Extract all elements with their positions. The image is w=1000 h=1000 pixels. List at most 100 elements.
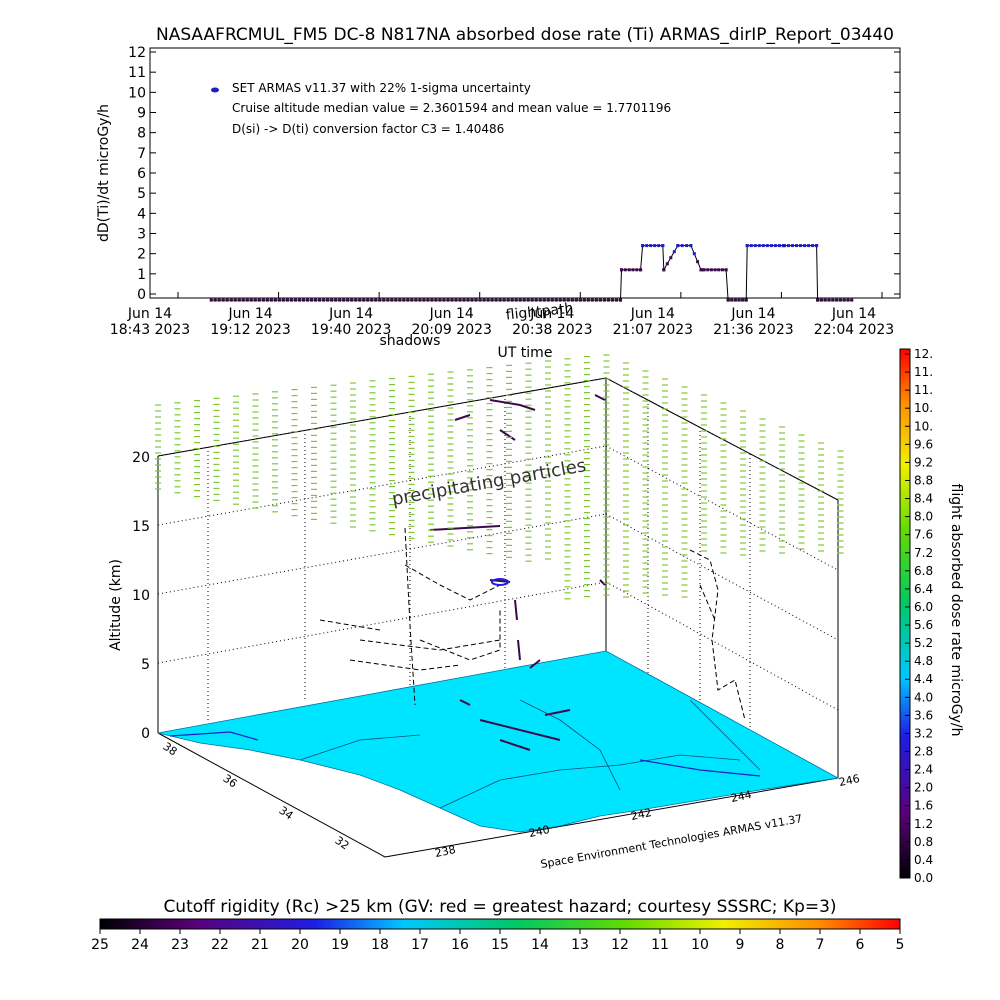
series-point bbox=[709, 268, 713, 272]
y-tick-label: 4 bbox=[137, 206, 146, 222]
y-tick-label: 9 bbox=[137, 106, 146, 122]
series-point bbox=[478, 298, 482, 302]
legend-median-mean: Cruise altitude median value = 2.3601594… bbox=[232, 101, 671, 115]
dose-colorbar-tick-label: 9.2 bbox=[914, 455, 933, 469]
dose-colorbar-tick-label: 12. bbox=[914, 347, 933, 361]
series-point bbox=[815, 244, 819, 248]
rigidity-colorbar-tick-label: 7 bbox=[816, 937, 825, 953]
series-point bbox=[289, 298, 293, 302]
x-tick-label-time: 20:38 2023 bbox=[512, 322, 592, 338]
series-point bbox=[680, 244, 684, 248]
x-tick-label-date: Jun 14 bbox=[429, 306, 474, 322]
series-point bbox=[662, 268, 666, 272]
series-point bbox=[346, 298, 350, 302]
y-tick-label: 7 bbox=[137, 146, 146, 162]
series-point bbox=[502, 298, 506, 302]
series-point bbox=[598, 298, 602, 302]
series-point bbox=[249, 298, 253, 302]
series-point bbox=[446, 298, 450, 302]
series-point bbox=[782, 244, 786, 248]
series-point bbox=[623, 268, 627, 272]
y-tick-label: 2 bbox=[137, 247, 146, 263]
dose-colorbar-tick-label: 5.6 bbox=[914, 618, 933, 632]
series-point bbox=[558, 298, 562, 302]
dose-colorbar-tick-label: 2.4 bbox=[914, 763, 933, 777]
rigidity-colorbar-tick-label: 5 bbox=[896, 937, 905, 953]
series-point bbox=[318, 298, 321, 302]
y-tick-label: 10 bbox=[128, 85, 146, 101]
series-point bbox=[816, 298, 820, 302]
dose-colorbar-tick-label: 11. bbox=[914, 383, 933, 397]
rigidity-colorbar-tick-label: 8 bbox=[776, 937, 785, 953]
x-tick-label-time: 19:12 2023 bbox=[210, 322, 290, 338]
series-point bbox=[474, 298, 478, 302]
perspective-box bbox=[157, 377, 839, 858]
longitude-tick-label: 244 bbox=[730, 788, 753, 805]
series-point bbox=[225, 298, 229, 302]
y-tick-label: 11 bbox=[128, 65, 146, 81]
series-point bbox=[649, 244, 653, 248]
dose-colorbar-tick-label: 10. bbox=[914, 419, 933, 433]
series-point bbox=[787, 244, 790, 248]
series-point bbox=[838, 298, 842, 302]
series-point bbox=[603, 298, 606, 302]
series-point bbox=[720, 268, 724, 272]
series-point bbox=[410, 298, 414, 302]
legend: SET ARMAS v11.37 with 22% 1-sigma uncert… bbox=[211, 81, 671, 136]
series-point bbox=[498, 298, 502, 302]
series-point bbox=[615, 298, 618, 302]
rigidity-colorbar-tick-label: 21 bbox=[251, 937, 269, 953]
latitude-tick-label: 36 bbox=[221, 772, 240, 791]
series-point bbox=[669, 256, 673, 260]
series-point bbox=[665, 262, 669, 266]
rigidity-colorbar-tick-label: 10 bbox=[691, 937, 709, 953]
series-point bbox=[761, 244, 765, 248]
series-point bbox=[394, 298, 398, 302]
series-point bbox=[510, 298, 514, 302]
series-point bbox=[273, 298, 277, 302]
series-point bbox=[586, 298, 590, 302]
dose-colorbar-tick-label: 2.8 bbox=[914, 745, 933, 759]
series-point bbox=[641, 244, 645, 248]
series-point bbox=[672, 250, 676, 254]
dose-colorbar-tick-label: 0.4 bbox=[914, 853, 933, 867]
series-point bbox=[619, 298, 622, 302]
x-tick-label-date: Jun 14 bbox=[328, 306, 373, 322]
series-point bbox=[506, 298, 510, 302]
y-tick-label: 3 bbox=[137, 227, 146, 243]
y-tick-label: 1 bbox=[137, 267, 146, 283]
rigidity-colorbar-tick-label: 23 bbox=[171, 937, 189, 953]
series-point bbox=[514, 298, 518, 302]
series-point bbox=[418, 298, 422, 302]
series-point bbox=[285, 298, 289, 302]
legend-conversion: D(si) -> D(ti) conversion factor C3 = 1.… bbox=[232, 122, 504, 136]
series-point bbox=[702, 268, 706, 272]
x-tick-label-date: Jun 14 bbox=[228, 306, 273, 322]
dose-colorbar-tick-label: 6.8 bbox=[914, 564, 933, 578]
series-point bbox=[209, 298, 213, 302]
series-point bbox=[685, 244, 689, 248]
series-point bbox=[414, 298, 418, 302]
x-tick-label-time: 18:43 2023 bbox=[110, 322, 190, 338]
series-point bbox=[265, 298, 269, 302]
series-point bbox=[338, 298, 342, 302]
series-point bbox=[653, 244, 657, 248]
dose-colorbar-tick-label: 5.2 bbox=[914, 636, 933, 650]
dose-colorbar-tick-label: 4.0 bbox=[914, 690, 933, 704]
series-point bbox=[398, 298, 402, 302]
top-x-axis-label: UT time bbox=[498, 345, 553, 361]
series-point bbox=[237, 298, 241, 302]
series-point bbox=[482, 298, 486, 302]
series-point bbox=[657, 244, 661, 248]
series-point bbox=[245, 298, 249, 302]
series-point bbox=[745, 244, 749, 248]
dose-colorbar-tick-label: 8.8 bbox=[914, 473, 933, 487]
longitude-tick-label: 242 bbox=[630, 806, 653, 823]
series-point bbox=[294, 298, 297, 302]
series-point bbox=[450, 298, 454, 302]
dose-colorbar-tick-label: 4.4 bbox=[914, 672, 933, 686]
series-point bbox=[753, 244, 757, 248]
